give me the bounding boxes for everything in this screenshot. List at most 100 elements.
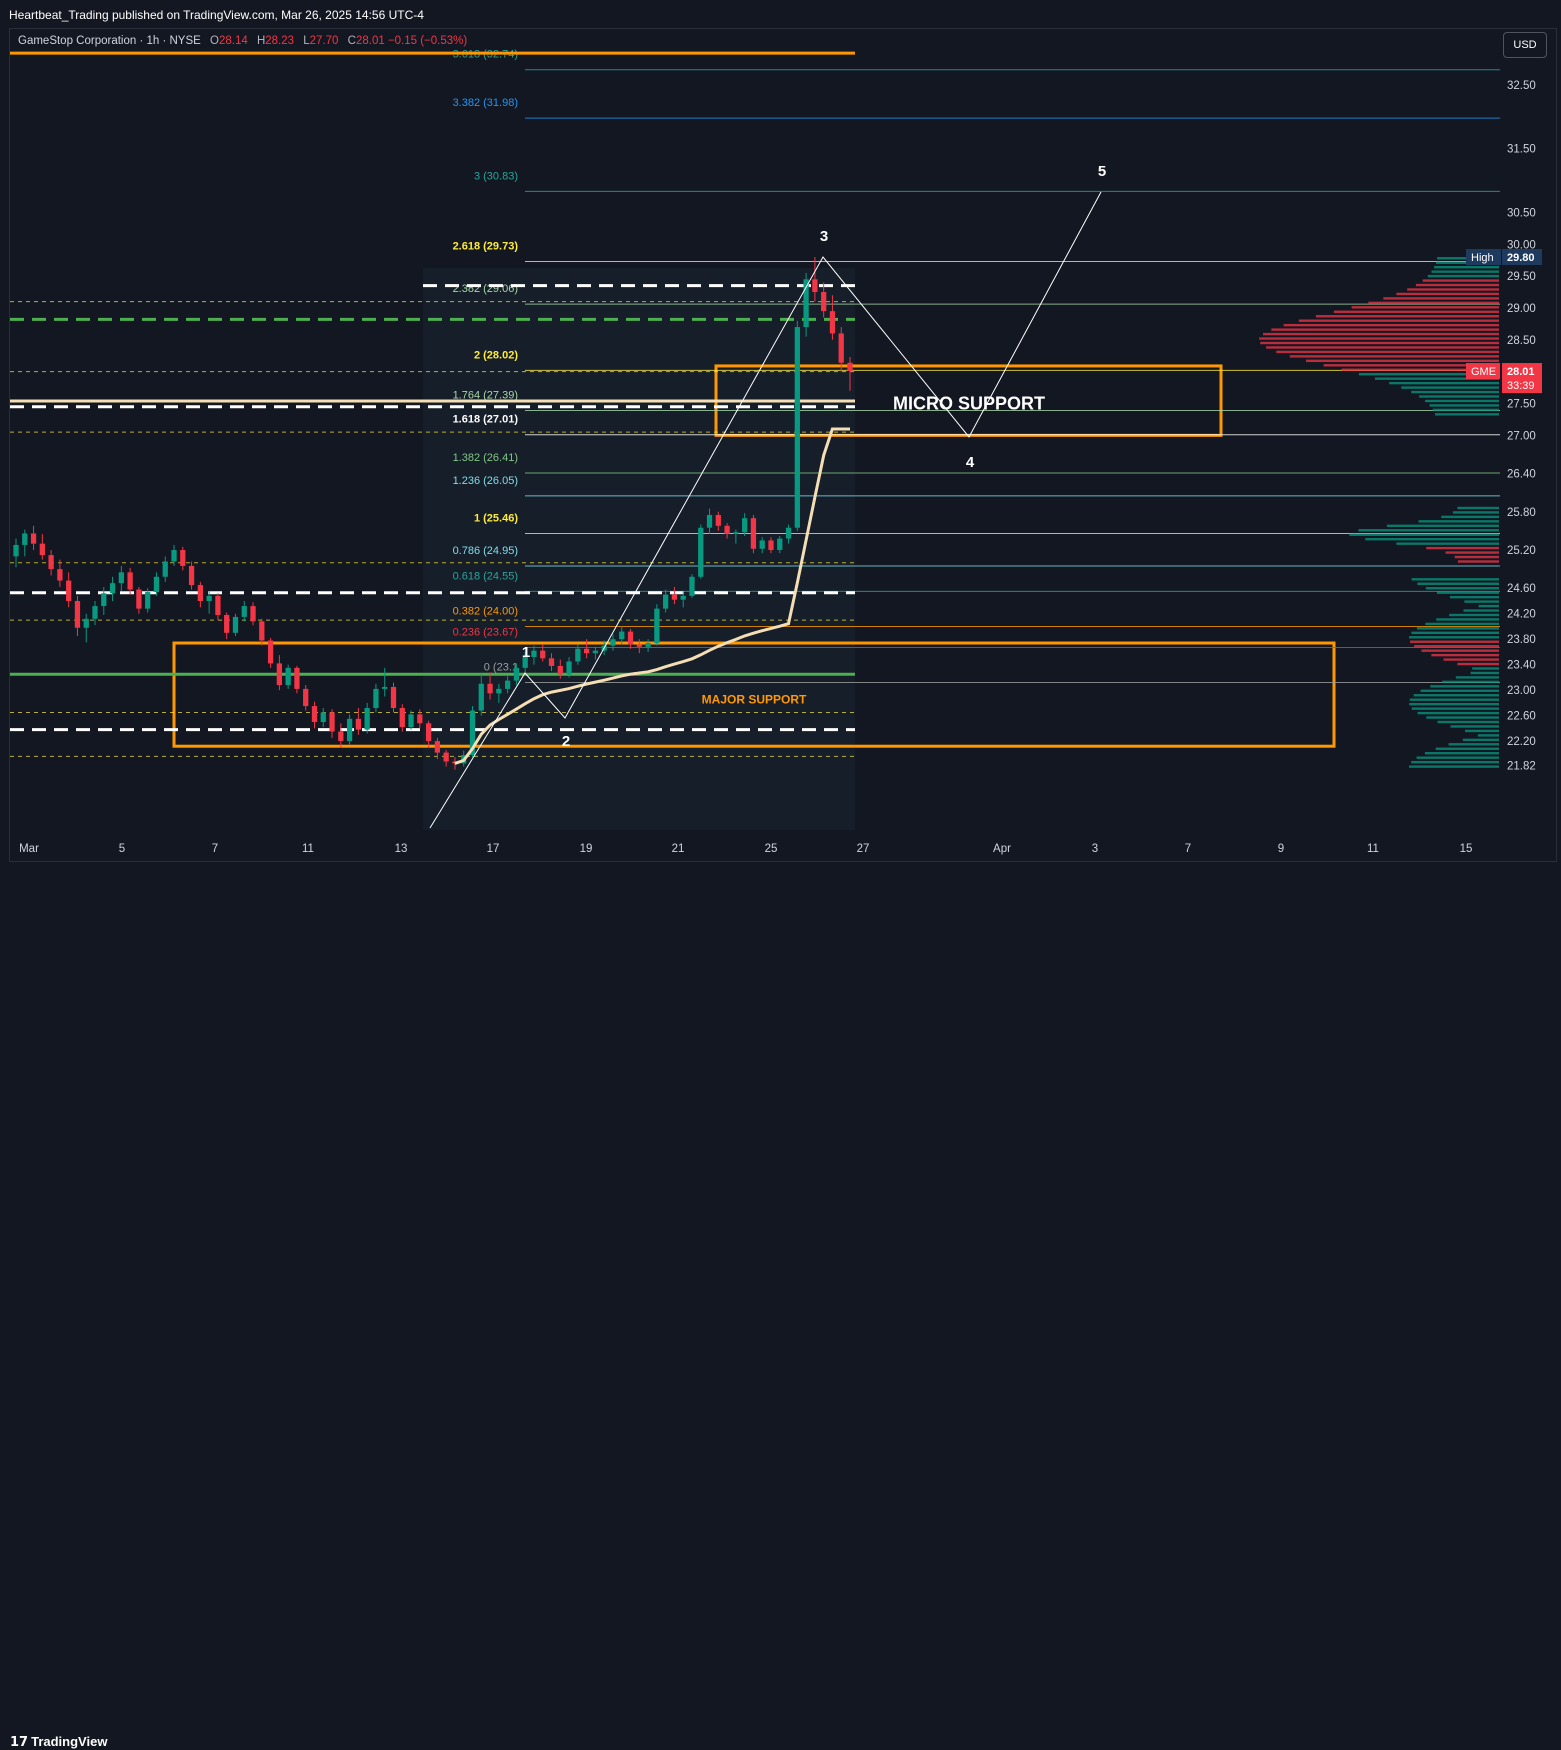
symbol-marker-label: GME bbox=[1471, 366, 1496, 378]
candle-body bbox=[30, 533, 37, 544]
x-tick-label: 3 bbox=[1092, 843, 1098, 855]
currency-button[interactable]: USD bbox=[1503, 32, 1547, 58]
volume-profile-bar bbox=[1407, 288, 1499, 291]
candle-body bbox=[329, 712, 335, 732]
y-tick-label: 23.40 bbox=[1507, 660, 1536, 672]
candle-body bbox=[118, 572, 124, 584]
candle-body bbox=[434, 741, 441, 753]
candle-body bbox=[812, 279, 818, 293]
candle-body bbox=[627, 631, 634, 645]
volume-profile-bar bbox=[1410, 640, 1499, 643]
volume-profile-bar bbox=[1276, 350, 1499, 354]
volume-profile-bar bbox=[1452, 511, 1499, 514]
volume-profile-bar bbox=[1457, 506, 1499, 510]
fib-level-label: 1.382 (26.41) bbox=[453, 452, 518, 464]
volume-profile-bar bbox=[1271, 328, 1499, 331]
volume-profile-bar bbox=[1414, 645, 1499, 648]
candle-body bbox=[162, 561, 168, 577]
volume-profile-bar bbox=[1411, 631, 1499, 635]
x-tick-label: 9 bbox=[1278, 843, 1284, 855]
fib-level-label: 3.618 (32.74) bbox=[453, 49, 518, 61]
volume-profile-bar bbox=[1450, 725, 1499, 728]
volume-profile-bar bbox=[1462, 738, 1499, 742]
symbol-title[interactable]: GameStop Corporation · 1h · NYSE bbox=[18, 35, 201, 47]
candles-group bbox=[13, 257, 853, 770]
candle-body bbox=[338, 731, 344, 742]
volume-profile-bar bbox=[1411, 707, 1499, 710]
candle-body bbox=[540, 650, 546, 659]
x-tick-label: 13 bbox=[395, 843, 408, 855]
x-tick-label: 25 bbox=[765, 843, 778, 855]
volume-profile-bar bbox=[1436, 618, 1499, 621]
fib-level-label: 1 (25.46) bbox=[474, 512, 518, 524]
volume-profile-bar bbox=[1396, 542, 1499, 545]
candle-body bbox=[417, 714, 423, 724]
volume-profile-bar bbox=[1427, 274, 1499, 278]
volume-profile-bar bbox=[1448, 743, 1499, 746]
y-tick-label: 23.00 bbox=[1507, 685, 1536, 697]
candle-body bbox=[346, 718, 353, 742]
y-tick-label: 27.50 bbox=[1507, 399, 1536, 411]
candle-body bbox=[689, 576, 695, 596]
volume-profile-bar bbox=[1416, 756, 1499, 759]
y-tick-label: 21.82 bbox=[1507, 760, 1536, 772]
y-tick-label: 30.00 bbox=[1507, 239, 1536, 251]
candle-body bbox=[101, 593, 107, 607]
y-tick-label: 25.80 bbox=[1507, 507, 1536, 519]
candle-body bbox=[250, 606, 256, 622]
y-tick-label: 22.60 bbox=[1507, 711, 1536, 723]
candle-body bbox=[74, 600, 81, 628]
last-price-badge bbox=[1502, 363, 1542, 394]
volume-profile-bar bbox=[1432, 408, 1499, 412]
tradingview-brand[interactable]: 17 TradingView bbox=[10, 1734, 107, 1750]
wave-label-1: 1 bbox=[522, 644, 530, 661]
wave-label-3: 3 bbox=[820, 228, 828, 245]
footer-bar: 17 TradingView bbox=[0, 862, 1561, 1750]
volume-profile-bar bbox=[1421, 649, 1499, 652]
volume-profile-bar bbox=[1411, 760, 1499, 764]
volume-profile-bar bbox=[1420, 689, 1499, 692]
high-value: 28.23 bbox=[265, 35, 295, 47]
candle-body bbox=[654, 608, 660, 644]
price-chart[interactable]: MICRO SUPPORT MAJOR SUPPORT 3.618 (32.74) 3… bbox=[0, 0, 1561, 862]
candle-body bbox=[636, 644, 642, 647]
fib-level-label: 2.382 (29.06) bbox=[453, 283, 518, 295]
volume-profile-bar bbox=[1430, 685, 1499, 688]
x-tick-label: 7 bbox=[212, 843, 218, 855]
y-tick-label: 30.50 bbox=[1507, 207, 1536, 219]
volume-profile-bar bbox=[1464, 600, 1499, 603]
volume-profile-bar bbox=[1426, 546, 1499, 550]
volume-profile-bar bbox=[1411, 578, 1499, 581]
elliott-wave-path bbox=[429, 191, 1102, 829]
candle-body bbox=[188, 565, 195, 586]
volume-profile-bar bbox=[1396, 292, 1499, 296]
volume-profile-bar bbox=[1259, 337, 1499, 340]
volume-profile-bar bbox=[1365, 537, 1499, 541]
candle-body bbox=[382, 686, 388, 689]
candle-body bbox=[496, 688, 502, 694]
y-tick-label: 28.50 bbox=[1507, 335, 1536, 347]
candle-body bbox=[785, 527, 792, 539]
publisher-bar: Heartbeat_Trading published on TradingVi… bbox=[0, 0, 1561, 28]
candle-body bbox=[759, 540, 765, 549]
volume-profile-bar bbox=[1409, 698, 1499, 701]
candle-body bbox=[180, 550, 186, 566]
candle-body bbox=[22, 533, 28, 545]
volume-profile-group bbox=[1259, 257, 1499, 768]
candle-body bbox=[680, 595, 686, 600]
volume-profile-bar bbox=[1425, 587, 1499, 590]
volume-profile-bar bbox=[1454, 555, 1499, 559]
candle-body bbox=[136, 589, 142, 609]
low-label: L bbox=[303, 35, 310, 47]
tradingview-logo-icon: 17 bbox=[10, 1735, 29, 1750]
volume-profile-bar bbox=[1443, 658, 1499, 661]
candle-body bbox=[566, 661, 572, 675]
candle-body bbox=[838, 333, 844, 363]
low-value: 27.70 bbox=[309, 35, 339, 47]
candle-body bbox=[399, 707, 405, 728]
volume-profile-bar bbox=[1431, 653, 1499, 657]
candle-body bbox=[241, 606, 247, 617]
volume-profile-bar bbox=[1463, 609, 1499, 612]
candle-body bbox=[92, 606, 98, 619]
volume-profile-bar bbox=[1457, 560, 1499, 563]
